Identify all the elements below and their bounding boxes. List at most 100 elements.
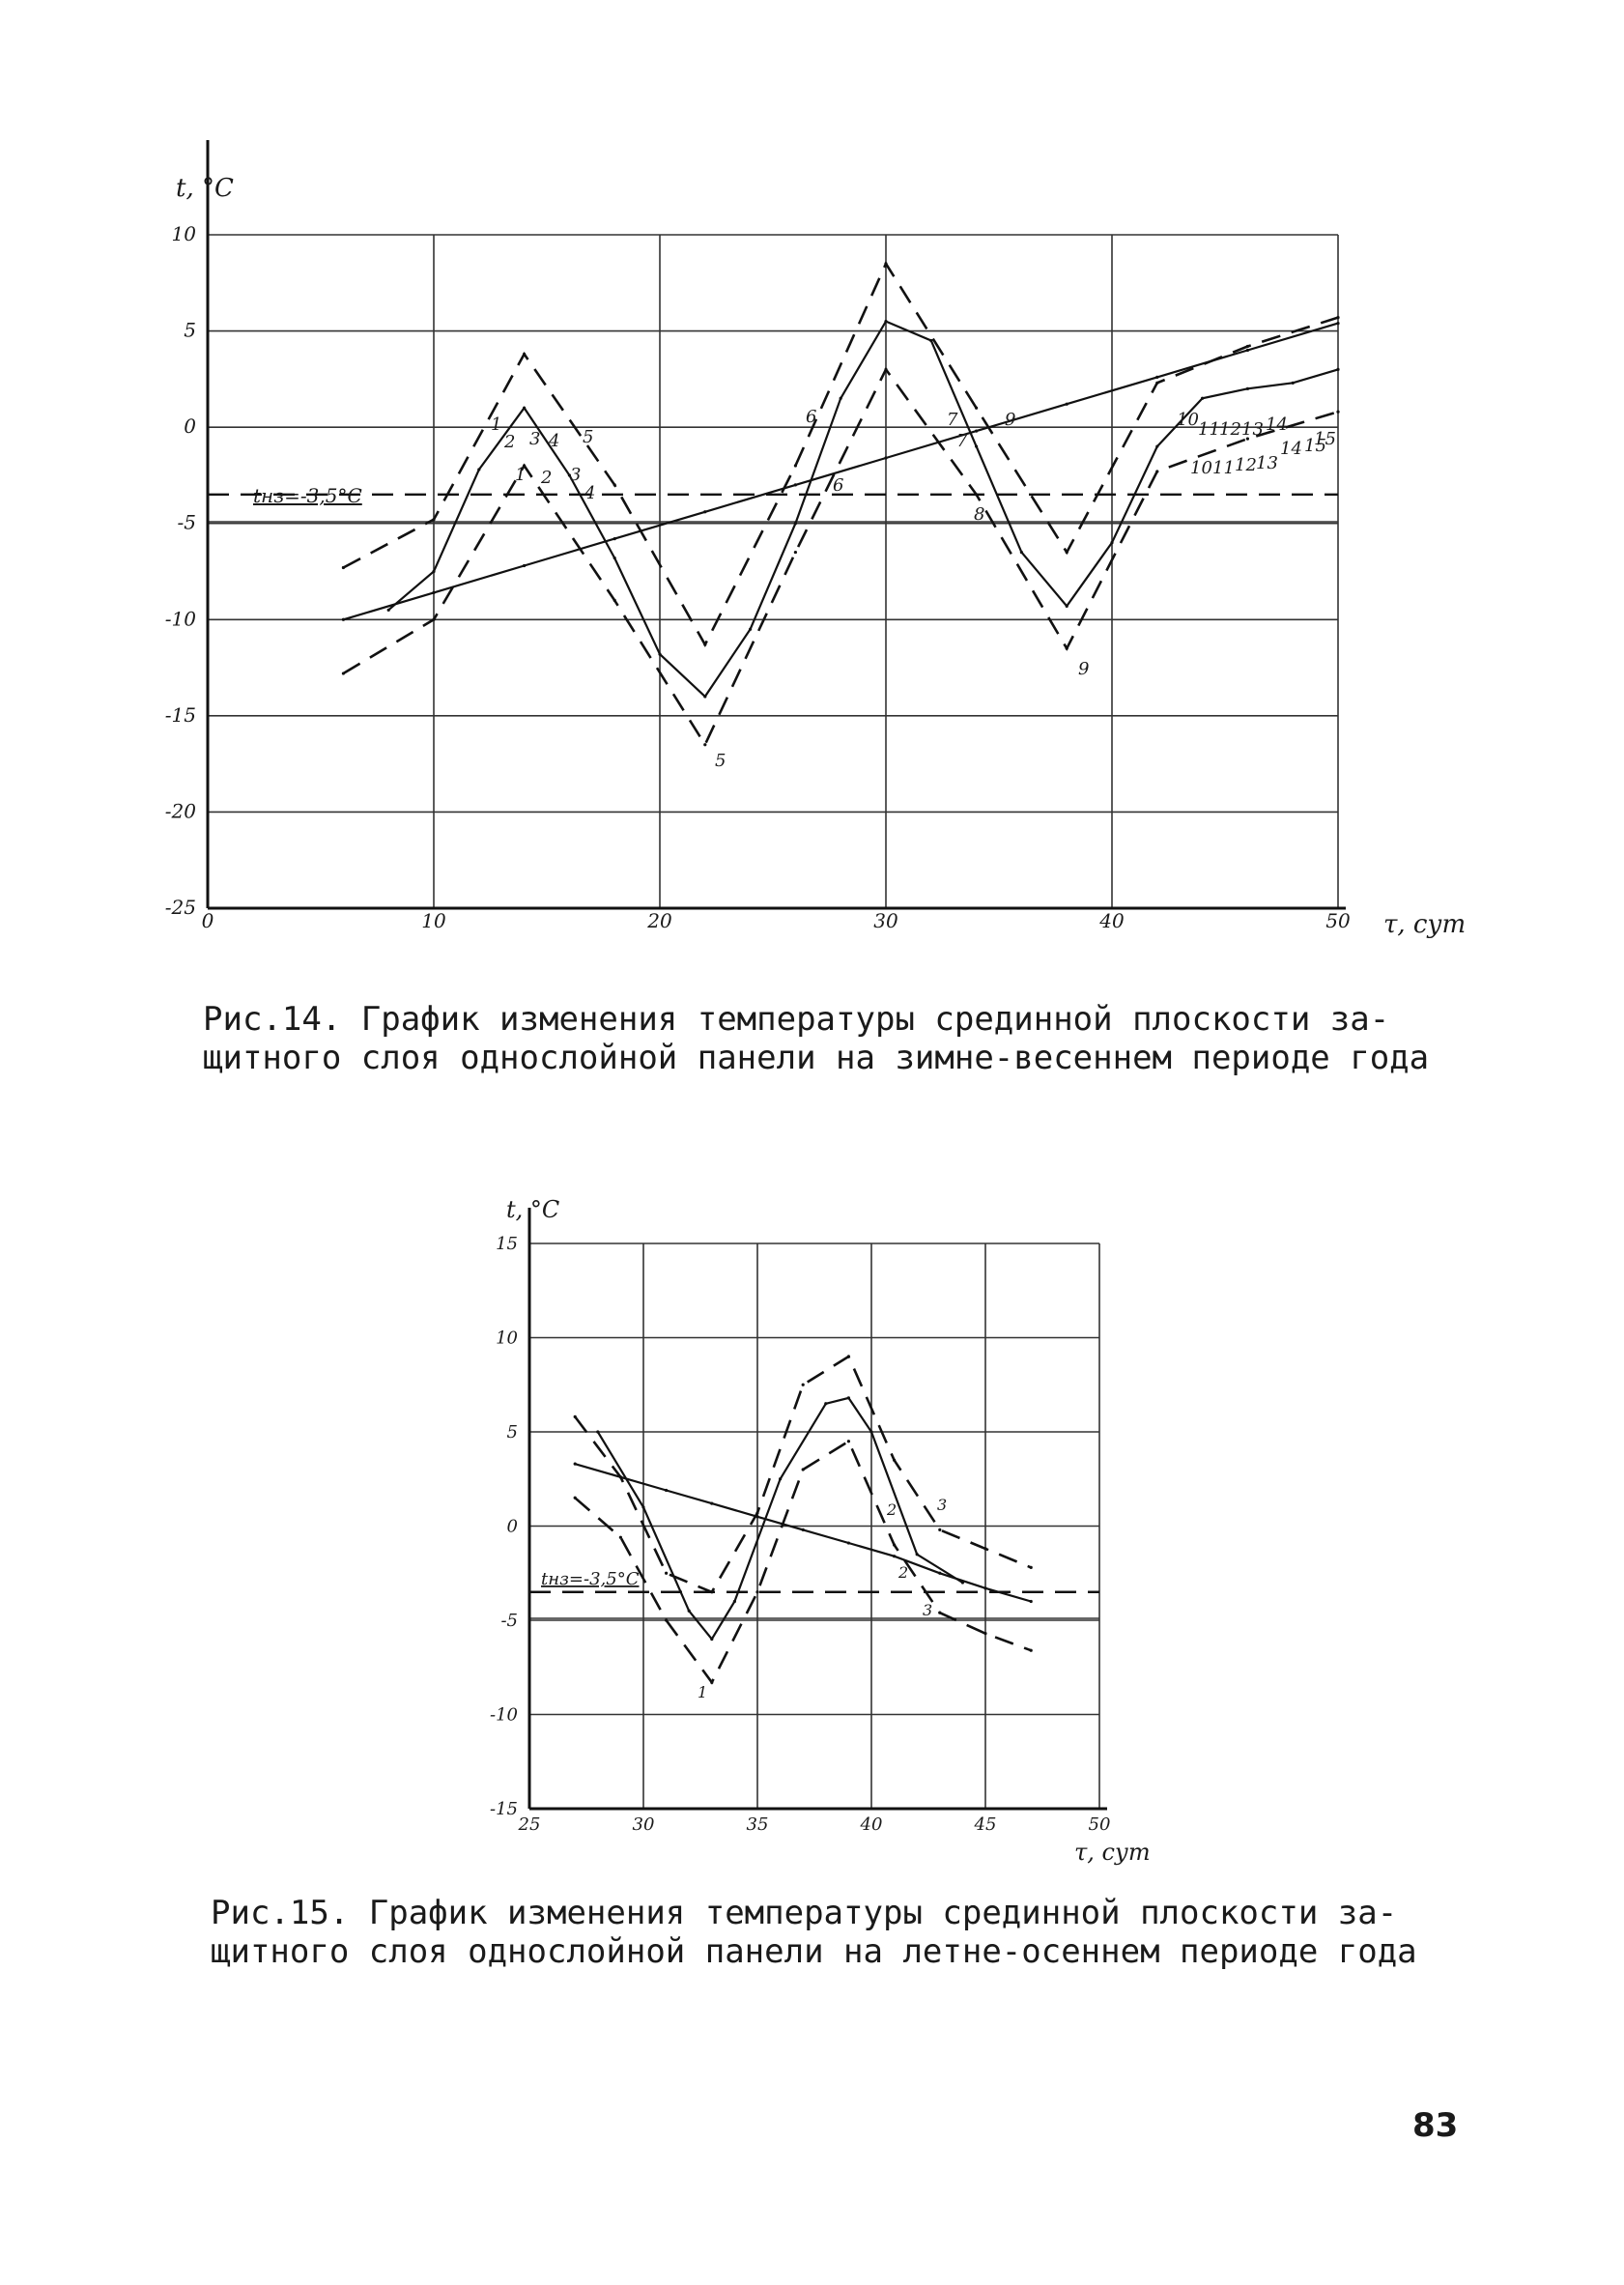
series-point bbox=[732, 1599, 737, 1604]
y-tick-label: -5 bbox=[500, 1611, 518, 1631]
series-point bbox=[665, 1618, 669, 1622]
y-tick-label: 5 bbox=[184, 319, 196, 342]
caption-fig-15: Рис.15. График изменения температуры сре… bbox=[211, 1894, 1417, 1971]
series-point bbox=[341, 671, 345, 675]
series-point bbox=[793, 550, 798, 555]
point-label: 10 bbox=[1190, 458, 1212, 478]
point-label: 2 bbox=[886, 1500, 897, 1519]
point-label: 2 bbox=[540, 468, 552, 488]
series-point bbox=[1336, 410, 1340, 414]
y-tick-label: -25 bbox=[165, 896, 196, 919]
point-label: 5 bbox=[583, 427, 593, 447]
series-point bbox=[1201, 396, 1205, 400]
series-line bbox=[596, 1396, 963, 1642]
series-point bbox=[710, 1590, 714, 1594]
series-point bbox=[703, 695, 707, 699]
y-tick-label: -10 bbox=[490, 1705, 518, 1726]
point-label: 7 bbox=[947, 410, 958, 430]
point-label: 14 bbox=[1266, 414, 1288, 435]
series-point bbox=[975, 406, 979, 410]
series-point bbox=[1336, 316, 1340, 320]
series-point bbox=[477, 468, 481, 471]
series-point bbox=[915, 1553, 919, 1557]
y-tick-label: -15 bbox=[165, 703, 196, 727]
series-point bbox=[801, 1528, 805, 1531]
series-point bbox=[846, 1396, 851, 1400]
series-point bbox=[938, 1571, 942, 1575]
series-point bbox=[1029, 1648, 1033, 1652]
series-point bbox=[938, 1528, 942, 1531]
series-point bbox=[613, 483, 616, 487]
series-point bbox=[960, 1581, 965, 1585]
series-point bbox=[596, 1430, 600, 1434]
series-point bbox=[824, 1402, 828, 1406]
point-label: 1 bbox=[491, 414, 501, 435]
series-point bbox=[884, 367, 888, 371]
series-point bbox=[618, 1535, 623, 1539]
series-point bbox=[613, 556, 616, 560]
series-point bbox=[1110, 541, 1114, 545]
series-point bbox=[975, 429, 979, 433]
point-label: 13 bbox=[1241, 419, 1264, 440]
series-point bbox=[432, 617, 436, 621]
series-point bbox=[665, 1571, 669, 1575]
series-point bbox=[341, 565, 345, 570]
series-point bbox=[983, 1586, 987, 1590]
point-label: 1 bbox=[515, 465, 526, 485]
point-label: 2 bbox=[897, 1563, 908, 1582]
series-point bbox=[983, 1547, 987, 1551]
y-tick-label: -15 bbox=[490, 1799, 518, 1819]
series-point bbox=[1065, 402, 1068, 406]
series-point bbox=[1336, 367, 1340, 371]
x-tick-label: 40 bbox=[860, 1814, 883, 1835]
series-point bbox=[658, 652, 662, 656]
series-point bbox=[1019, 550, 1023, 555]
point-label: 11 bbox=[1198, 419, 1220, 440]
series-point bbox=[613, 598, 616, 602]
x-tick-label: 45 bbox=[974, 1814, 997, 1835]
series-point bbox=[755, 1590, 759, 1594]
series-point bbox=[1065, 604, 1068, 608]
series-point bbox=[523, 352, 527, 357]
series-point bbox=[893, 1458, 897, 1462]
series-point bbox=[1245, 348, 1249, 353]
point-label: 6 bbox=[833, 475, 843, 496]
series-point bbox=[929, 338, 933, 343]
x-tick-label: 35 bbox=[747, 1814, 769, 1835]
y-tick-label: 10 bbox=[172, 222, 197, 245]
point-label: 4 bbox=[584, 483, 595, 503]
series-point bbox=[1291, 381, 1295, 385]
series-point bbox=[1245, 437, 1249, 441]
series-point bbox=[573, 1462, 577, 1466]
reference-line-label: tнз=-3,5°C bbox=[541, 1569, 640, 1589]
x-tick-label: 30 bbox=[633, 1814, 655, 1835]
point-label: 13 bbox=[1256, 453, 1278, 473]
series-point bbox=[386, 608, 390, 612]
series-point bbox=[793, 464, 798, 468]
series-point bbox=[884, 262, 888, 266]
point-label: 3 bbox=[937, 1496, 947, 1514]
series-point bbox=[573, 1496, 577, 1500]
y-tick-label: 5 bbox=[507, 1422, 518, 1442]
point-label: 1 bbox=[698, 1683, 707, 1701]
series-point bbox=[884, 320, 888, 324]
series-point bbox=[869, 1430, 873, 1434]
series-point bbox=[983, 1632, 987, 1636]
series-point bbox=[573, 1414, 577, 1418]
series-point bbox=[839, 396, 842, 400]
reference-line-label: tнз=-3,5°C bbox=[253, 484, 362, 507]
series-point bbox=[1245, 386, 1249, 390]
series-point bbox=[975, 444, 979, 448]
point-label: 5 bbox=[715, 751, 726, 771]
series-point bbox=[884, 456, 888, 460]
y-tick-label: -20 bbox=[165, 799, 196, 822]
series-point bbox=[523, 464, 527, 468]
series-envelope-dashed bbox=[574, 1355, 1032, 1594]
series-point bbox=[710, 1680, 714, 1684]
point-label: 2 bbox=[503, 432, 515, 452]
y-tick-label: -10 bbox=[165, 607, 196, 630]
series-point bbox=[341, 617, 345, 621]
point-label: 8 bbox=[974, 504, 984, 525]
series-point bbox=[1029, 1599, 1033, 1604]
